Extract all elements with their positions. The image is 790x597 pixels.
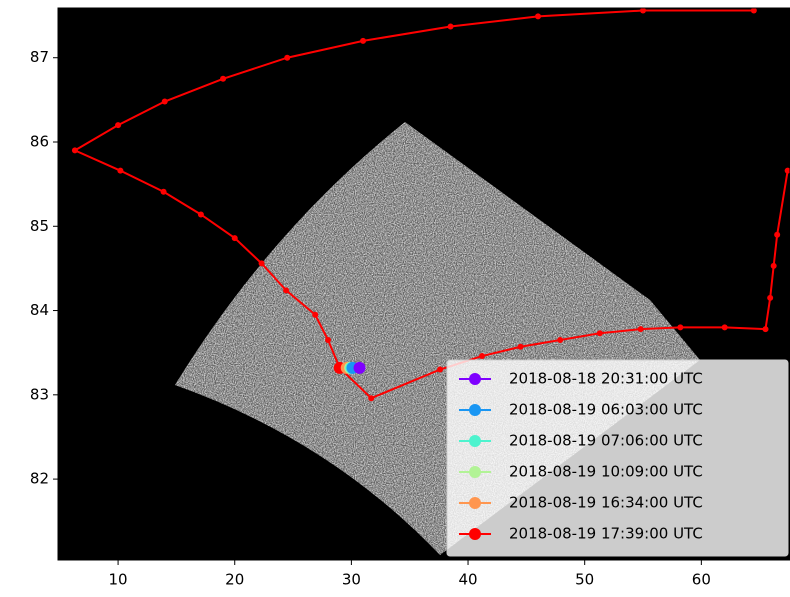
legend-label: 2018-08-19 06:03:00 UTC (509, 401, 703, 419)
legend: 2018-08-18 20:31:00 UTC 2018-08-19 06:03:… (447, 360, 788, 556)
marker (117, 168, 123, 174)
marker (448, 24, 454, 30)
marker (368, 395, 374, 401)
legend-label: 2018-08-18 20:31:00 UTC (509, 370, 703, 388)
marker (535, 13, 541, 19)
marker (767, 295, 773, 301)
y-tick-label: 83 (30, 385, 49, 403)
y-tick-label: 87 (30, 48, 49, 66)
marker (284, 55, 290, 61)
marker (198, 211, 204, 217)
y-tick-label: 86 (30, 132, 49, 150)
x-tick-label: 40 (458, 571, 477, 589)
chart: 2018-08-18 20:31:00 UTC 2018-08-19 06:03:… (0, 0, 790, 597)
marker (677, 324, 683, 330)
legend-marker (469, 528, 481, 540)
x-tick-label: 30 (342, 571, 361, 589)
marker (771, 263, 777, 269)
legend-label: 2018-08-19 07:06:00 UTC (509, 432, 703, 450)
marker (220, 76, 226, 82)
marker (597, 330, 603, 336)
marker (232, 235, 238, 241)
x-tick-label: 60 (692, 571, 711, 589)
x-tick-label: 20 (225, 571, 244, 589)
marker (479, 353, 485, 359)
marker (722, 324, 728, 330)
y-tick-label: 82 (30, 470, 49, 488)
legend-label: 2018-08-19 16:34:00 UTC (509, 494, 703, 512)
y-tick-label: 84 (30, 301, 49, 319)
x-tick-label: 10 (109, 571, 128, 589)
marker (774, 232, 780, 238)
marker (325, 337, 331, 343)
marker (557, 337, 563, 343)
marker (437, 367, 443, 373)
marker (161, 189, 167, 195)
marker (638, 326, 644, 332)
y-tick-label: 85 (30, 217, 49, 235)
marker (162, 99, 168, 105)
marker (518, 344, 524, 350)
legend-marker (469, 466, 481, 478)
marker (354, 362, 366, 374)
marker (72, 147, 78, 153)
legend-marker (469, 373, 481, 385)
legend-marker (469, 404, 481, 416)
marker (312, 312, 318, 318)
legend-label: 2018-08-19 10:09:00 UTC (509, 463, 703, 481)
x-tick-label: 50 (575, 571, 594, 589)
marker (763, 326, 769, 332)
marker (283, 287, 289, 293)
legend-marker (469, 497, 481, 509)
marker (259, 260, 265, 266)
legend-marker (469, 435, 481, 447)
legend-label: 2018-08-19 17:39:00 UTC (509, 525, 703, 543)
marker (115, 122, 121, 128)
marker (360, 38, 366, 44)
